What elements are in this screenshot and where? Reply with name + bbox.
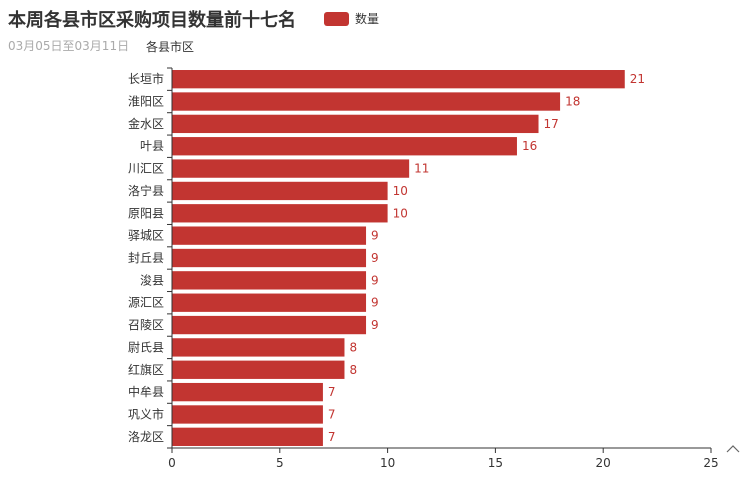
bar-8	[172, 226, 367, 245]
bar-2	[172, 92, 561, 111]
value-label: 8	[349, 363, 357, 377]
category-label: 洛龙区	[128, 429, 164, 444]
bar-15	[172, 382, 323, 402]
value-label: 8	[349, 340, 357, 354]
value-label: 9	[371, 296, 379, 310]
value-label: 10	[393, 206, 408, 220]
legend-label: 数量	[355, 12, 380, 26]
value-label: 7	[328, 407, 336, 421]
bar-13	[172, 338, 345, 357]
value-label: 11	[414, 162, 429, 176]
category-label: 金水区	[128, 116, 164, 131]
x-tick-label: 5	[276, 456, 284, 470]
value-label: 9	[371, 229, 379, 243]
value-label: 9	[371, 251, 379, 265]
bar-4	[172, 137, 517, 156]
value-label: 7	[328, 385, 336, 399]
bar-5	[172, 159, 410, 178]
category-label: 叶县	[140, 139, 164, 153]
legend[interactable]: 数量	[324, 10, 379, 27]
bar-10	[172, 271, 367, 290]
bar-7	[172, 204, 388, 223]
category-label: 洛宁县	[128, 183, 164, 198]
bar-17	[172, 427, 323, 446]
x-tick-label: 25	[703, 456, 718, 470]
category-label: 长垣市	[128, 71, 164, 86]
bar-12	[172, 315, 367, 335]
x-tick-label: 15	[488, 456, 503, 470]
value-label: 17	[544, 117, 559, 131]
value-label: 18	[565, 95, 580, 109]
category-label: 浚县	[140, 272, 164, 287]
category-label: 淮阳区	[128, 95, 164, 109]
x-tick-label: 10	[380, 456, 395, 470]
category-label: 中牟县	[128, 384, 164, 399]
value-label: 21	[630, 72, 645, 86]
value-label: 9	[371, 273, 379, 287]
legend-swatch	[324, 11, 349, 26]
bar-14	[172, 360, 345, 379]
value-label: 16	[522, 139, 537, 153]
x-tick-label: 0	[168, 456, 176, 470]
category-label: 召陵区	[128, 318, 164, 332]
category-label: 巩义市	[128, 406, 164, 421]
category-label: 尉氏县	[128, 339, 164, 354]
category-label: 驿城区	[128, 229, 164, 243]
category-label: 原阳县	[128, 206, 164, 220]
value-label: 10	[393, 184, 408, 198]
x-tick-label: 20	[596, 456, 611, 470]
bar-1	[172, 70, 625, 89]
bar-3	[172, 114, 539, 134]
bar-16	[172, 405, 323, 424]
bar-11	[172, 293, 367, 312]
category-label: 源汇区	[128, 296, 164, 310]
category-label: 封丘县	[128, 251, 164, 265]
category-label: 川汇区	[128, 162, 164, 176]
y-axis-name: 各县市区	[146, 39, 194, 54]
value-label: 7	[328, 430, 336, 444]
chart-title: 本周各县市区采购项目数量前十七名	[8, 10, 296, 31]
bar-6	[172, 181, 388, 201]
bar-9	[172, 248, 367, 268]
chevron-up-icon	[726, 445, 740, 453]
value-label: 9	[371, 318, 379, 332]
category-label: 红旗区	[128, 362, 164, 377]
chart-subtitle: 03月05日至03月11日	[8, 39, 130, 53]
